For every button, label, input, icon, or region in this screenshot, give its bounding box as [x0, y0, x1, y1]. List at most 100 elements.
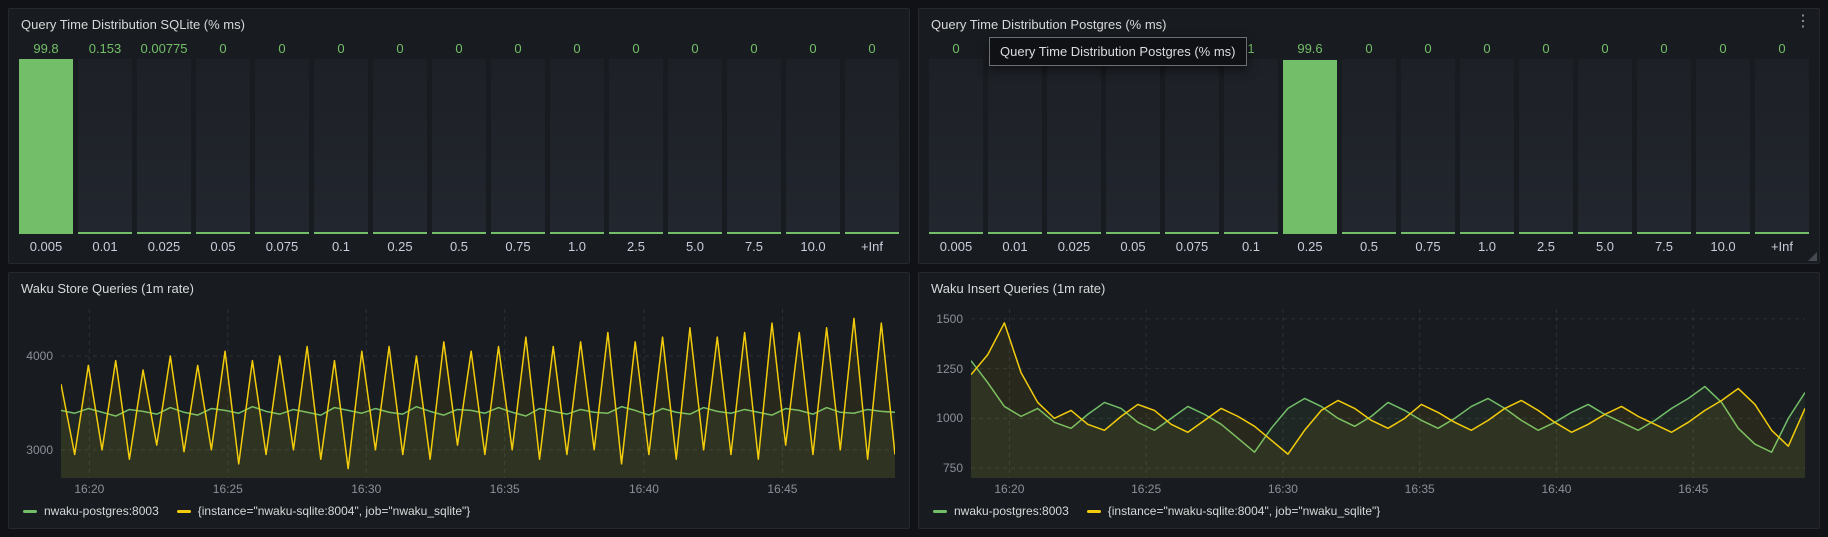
chart-legend: nwaku-postgres:8003 {instance="nwaku-sqli…: [17, 498, 895, 524]
bar[interactable]: [668, 59, 722, 234]
kebab-menu-icon[interactable]: ⋮: [1795, 13, 1811, 30]
bar-column: 1 0.1: [1224, 39, 1278, 255]
x-tick-label: 16:35: [1404, 482, 1435, 496]
bar[interactable]: [1224, 59, 1278, 234]
bar-column: 0 5.0: [668, 39, 722, 255]
bar[interactable]: [1519, 59, 1573, 234]
panel-waku-insert-queries: Waku Insert Queries (1m rate) 750 1000 125…: [918, 272, 1820, 529]
bar[interactable]: [929, 59, 983, 234]
bar[interactable]: [609, 59, 663, 234]
bar-column: 0 0.25: [373, 39, 427, 255]
bar[interactable]: [1637, 59, 1691, 234]
bar[interactable]: [255, 59, 309, 234]
bar[interactable]: [196, 59, 250, 234]
legend-series-swatch: [23, 509, 37, 513]
bar[interactable]: [786, 59, 840, 234]
bar[interactable]: [19, 59, 73, 234]
bar-column: 0 2.5: [609, 39, 663, 255]
bar-column: 99.8 0.005: [19, 39, 73, 255]
panel-title[interactable]: Query Time Distribution Postgres (% ms): [931, 16, 1167, 32]
bar-column: 0 10.0: [786, 39, 840, 255]
legend-item[interactable]: nwaku-postgres:8003: [23, 504, 159, 518]
bar-column: 0 2.5: [1519, 39, 1573, 255]
bar[interactable]: [1755, 59, 1809, 234]
bar[interactable]: [432, 59, 486, 234]
bar-column: 00.025: [1047, 39, 1101, 255]
bar-value-label: 0: [1365, 41, 1373, 56]
bar-column: 0 0.1: [314, 39, 368, 255]
x-tick-label: 16:25: [1131, 482, 1162, 496]
bar[interactable]: [78, 59, 132, 234]
bar-category-label: 2.5: [626, 239, 646, 254]
bar-category-label: 0.01: [1002, 239, 1028, 254]
x-tick-label: 16:30: [351, 482, 382, 496]
y-tick-label: 750: [942, 461, 963, 476]
bar-column: 00.05: [1106, 39, 1160, 255]
panel-header: Query Time Distribution SQLite (% ms): [9, 9, 909, 39]
bar[interactable]: [1342, 59, 1396, 234]
bar[interactable]: [988, 59, 1042, 234]
time-series-plot[interactable]: [61, 309, 895, 478]
bar[interactable]: [1401, 59, 1455, 234]
bar-value-label: 0: [1660, 41, 1668, 56]
bar[interactable]: [373, 59, 427, 234]
panel-title[interactable]: Waku Insert Queries (1m rate): [931, 280, 1106, 296]
legend-item[interactable]: {instance="nwaku-sqlite:8004", job="nwak…: [1086, 504, 1381, 518]
series-line: [61, 407, 895, 416]
bar-value-label: 0: [809, 41, 817, 56]
series-line: [971, 323, 1805, 454]
bar[interactable]: [550, 59, 604, 234]
panel-title[interactable]: Waku Store Queries (1m rate): [21, 280, 194, 296]
bar[interactable]: [727, 59, 781, 234]
panel-resize-handle[interactable]: [1808, 252, 1817, 261]
bar-category-label: 0.5: [1359, 239, 1379, 254]
bar-fill: [19, 59, 73, 232]
bar[interactable]: [491, 59, 545, 234]
bar-category-label: 10.0: [800, 239, 826, 254]
bar-fill: [1283, 59, 1337, 232]
bar-category-label: 0.75: [1415, 239, 1441, 254]
series-fill: [971, 360, 1805, 478]
bar[interactable]: [1283, 59, 1337, 234]
bar-category-label: 5.0: [685, 239, 705, 254]
bar[interactable]: [1578, 59, 1632, 234]
bar-column: 0 0.5: [1342, 39, 1396, 255]
bar[interactable]: [1165, 59, 1219, 234]
time-series-body: 3000 4000 16:20 16:25 16:30 16:35 16:40 16:45 …: [9, 303, 909, 528]
bar-column: 0 0.005: [929, 39, 983, 255]
bar-category-label: 0.5: [449, 239, 469, 254]
bar-category-label: 0.025: [147, 239, 181, 254]
bar-value-label: 1: [1247, 41, 1255, 56]
y-axis: 3000 4000: [17, 309, 61, 478]
bar-value-label: 99.8: [33, 41, 59, 56]
bar-value-label: 0: [952, 41, 960, 56]
time-series-plot[interactable]: [971, 309, 1805, 478]
bar-category-label: 0.1: [331, 239, 351, 254]
bar[interactable]: [845, 59, 899, 234]
panel-query-time-sqlite: Query Time Distribution SQLite (% ms) 99…: [8, 8, 910, 264]
bar[interactable]: [1047, 59, 1101, 234]
legend-item[interactable]: nwaku-postgres:8003: [933, 504, 1069, 518]
bar[interactable]: [314, 59, 368, 234]
bar-column: 0 1.0: [1460, 39, 1514, 255]
bar-column: 0 0.075: [255, 39, 309, 255]
bar-category-label: 0.25: [1297, 239, 1323, 254]
bar-column: 0 5.0: [1578, 39, 1632, 255]
bar[interactable]: [1106, 59, 1160, 234]
bar-category-label: 0.075: [1175, 239, 1209, 254]
bar-column: 0 7.5: [727, 39, 781, 255]
bar[interactable]: [1696, 59, 1750, 234]
bar-category-label: 0.075: [265, 239, 299, 254]
bar-category-label: 0.05: [1120, 239, 1146, 254]
legend-series-label: nwaku-postgres:8003: [954, 504, 1069, 518]
legend-item[interactable]: {instance="nwaku-sqlite:8004", job="nwak…: [176, 504, 470, 518]
legend-series-label: {instance="nwaku-sqlite:8004", job="nwak…: [1107, 504, 1381, 518]
bar-value-label: 0: [219, 41, 227, 56]
panel-header: Query Time Distribution Postgres (% ms): [919, 9, 1819, 39]
bar[interactable]: [1460, 59, 1514, 234]
bar-column: 0.153 0.01: [78, 39, 132, 255]
x-tick-label: 16:35: [489, 482, 520, 496]
bar[interactable]: [137, 59, 191, 234]
panel-title[interactable]: Query Time Distribution SQLite (% ms): [21, 16, 245, 32]
